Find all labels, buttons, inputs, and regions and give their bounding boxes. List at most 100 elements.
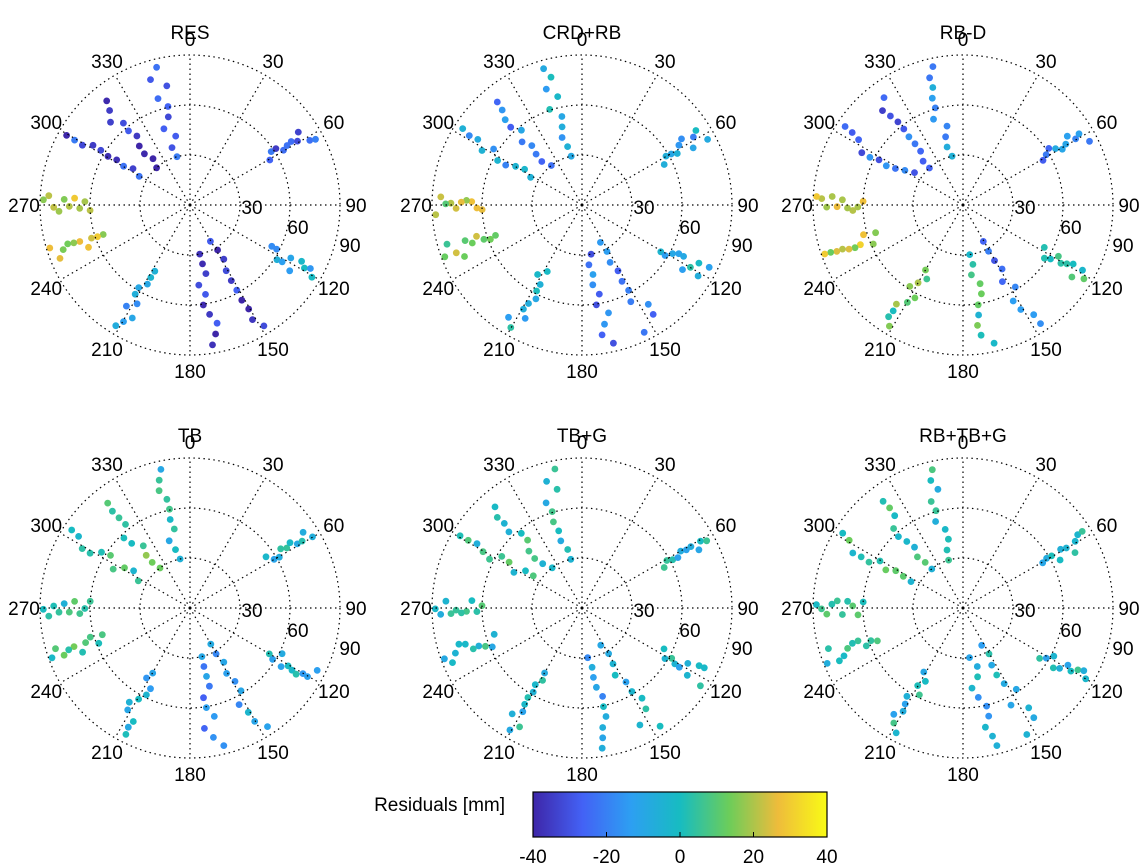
residual-point (277, 663, 285, 670)
residual-point (52, 645, 59, 653)
residual-point (622, 678, 630, 686)
radial-tick-label: 60 (679, 621, 700, 642)
residual-point (48, 654, 56, 662)
residual-point (473, 608, 481, 615)
residual-point (199, 301, 207, 309)
residual-point (210, 734, 217, 741)
azimuth-spoke (581, 129, 713, 206)
azimuth-tick-label: 300 (422, 516, 454, 537)
residual-point (932, 518, 939, 525)
residual-point (125, 127, 132, 135)
residual-point (943, 546, 951, 554)
residual-point (286, 539, 294, 547)
residual-point (880, 94, 888, 101)
skyplot-panel: TB0 30 60 90 120 150 180 210 240 270 300 330 30 60 90 (8, 426, 366, 786)
radial-grid-circle (812, 457, 1114, 759)
residual-point (656, 722, 664, 730)
residual-point (855, 136, 862, 144)
residual-dots (39, 466, 321, 749)
azimuth-tick-label: 60 (1096, 113, 1117, 134)
residual-point (55, 608, 63, 616)
residual-point (490, 630, 498, 638)
residual-point (81, 198, 89, 206)
residual-point (993, 671, 1001, 679)
residual-point (599, 724, 607, 731)
azimuth-spoke (506, 477, 583, 609)
residual-dots (431, 465, 711, 752)
residual-point (860, 231, 867, 239)
azimuth-tick-label: 180 (174, 765, 206, 786)
residual-point (593, 683, 600, 691)
residual-point (695, 662, 703, 670)
residual-point (170, 525, 178, 533)
residual-point (705, 263, 713, 271)
residual-point (286, 267, 294, 275)
residual-point (1071, 537, 1079, 545)
residual-point (63, 132, 70, 139)
radial-tick-label: 60 (287, 621, 308, 642)
azimuth-spoke (59, 607, 191, 684)
residual-point (85, 243, 92, 251)
residual-point (893, 300, 900, 308)
residual-point (292, 670, 300, 678)
residual-point (56, 255, 64, 262)
azimuth-spoke (962, 477, 1039, 609)
residual-point (518, 126, 525, 134)
residual-point (507, 123, 515, 131)
residual-point (1057, 259, 1065, 267)
radial-grid-circle (39, 457, 341, 759)
residual-point (923, 275, 931, 283)
azimuth-tick-label: 330 (483, 52, 515, 73)
residual-point (474, 136, 482, 143)
residual-point (112, 322, 120, 330)
azimuth-tick-label: 240 (422, 279, 454, 300)
residual-point (487, 235, 494, 243)
azimuth-tick-label: 180 (947, 765, 979, 786)
residual-point (301, 264, 308, 272)
residual-point (931, 104, 939, 112)
residual-point (928, 565, 936, 573)
residual-point (914, 553, 921, 561)
residual-point (134, 577, 142, 585)
residual-point (265, 650, 273, 658)
residual-point (929, 63, 937, 70)
residual-point (684, 660, 692, 667)
residual-point (982, 723, 989, 731)
residual-point (442, 200, 450, 208)
residual-point (678, 135, 685, 143)
residual-point (554, 93, 562, 100)
residual-point (79, 648, 86, 656)
residual-point (973, 663, 981, 670)
residual-point (1039, 156, 1047, 164)
azimuth-tick-label: 60 (323, 516, 344, 537)
residual-point (313, 667, 321, 674)
residual-point (911, 169, 918, 177)
residual-point (813, 193, 820, 200)
azimuth-spoke (962, 532, 1094, 609)
residual-point (200, 694, 207, 702)
residual-point (465, 132, 473, 140)
residual-point (468, 239, 476, 247)
azimuth-tick-label: 150 (257, 340, 289, 361)
residual-point (543, 268, 551, 275)
azimuth-spoke (581, 607, 658, 739)
residual-point (945, 535, 952, 543)
residual-point (521, 315, 529, 322)
residual-point (528, 142, 536, 150)
residual-point (901, 167, 909, 174)
residual-point (71, 136, 78, 144)
residual-point (558, 123, 566, 131)
residual-point (260, 322, 268, 330)
azimuth-tick-label: 240 (30, 682, 62, 703)
azimuth-tick-label: 120 (1091, 682, 1123, 703)
residual-point (109, 507, 116, 515)
residual-point (921, 559, 929, 566)
azimuth-tick-label: 0 (185, 30, 196, 51)
residual-point (76, 610, 84, 617)
residual-point (529, 572, 537, 580)
azimuth-spoke (962, 607, 1039, 739)
residual-point (584, 654, 592, 662)
residual-point (891, 512, 899, 520)
residual-point (882, 162, 890, 170)
residual-point (459, 125, 467, 132)
